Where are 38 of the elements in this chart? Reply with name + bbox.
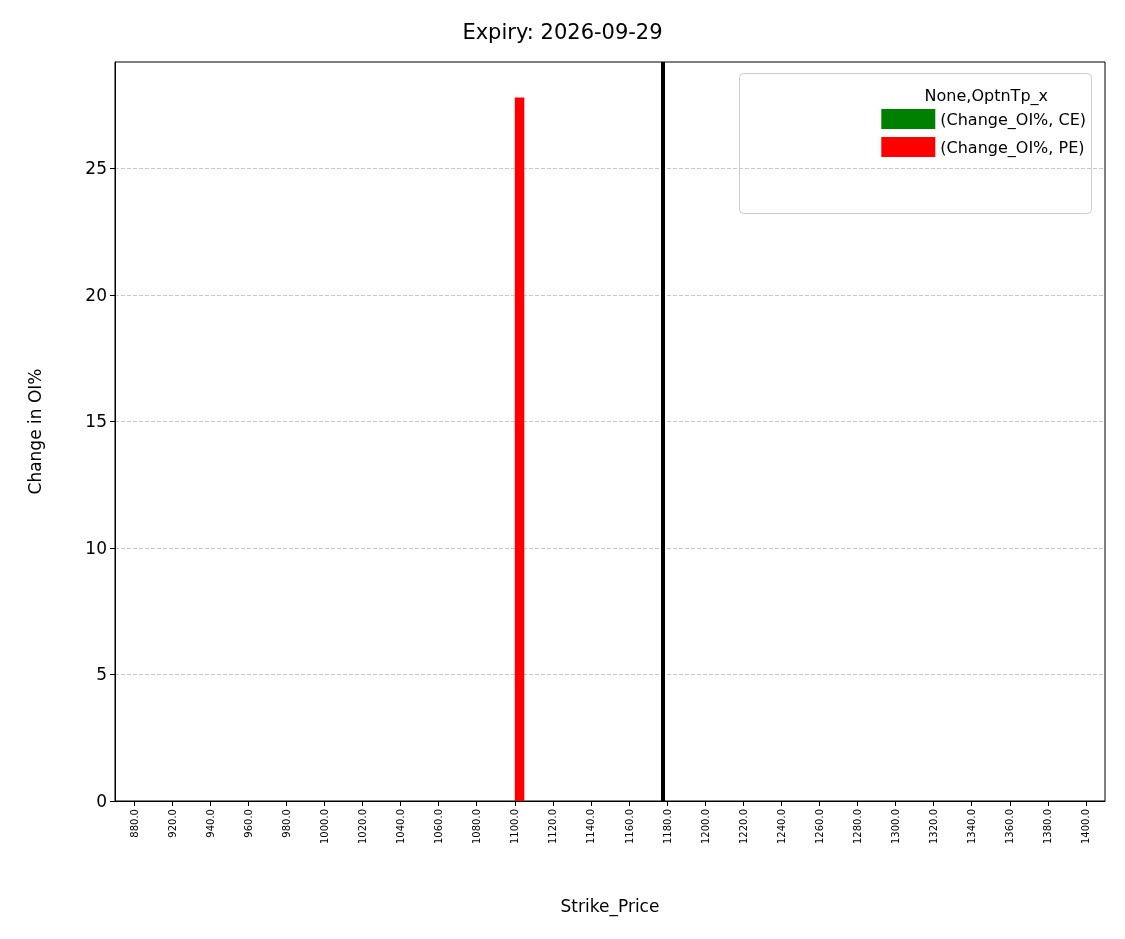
x-tick-label: 1300.0 <box>890 809 902 844</box>
x-tick-label: 1140.0 <box>585 809 597 844</box>
x-tick-label: 1280.0 <box>852 809 863 844</box>
legend-label: (Change_OI%, CE) <box>940 109 1087 130</box>
x-axis-title: Strike_Price <box>560 895 660 917</box>
x-tick-label: 1180.0 <box>661 809 673 844</box>
y-tick-label: 20 <box>85 284 107 305</box>
y-tick-label: 0 <box>96 791 107 811</box>
y-tick-label: 15 <box>85 411 107 432</box>
x-tick-label: 1080.0 <box>471 809 483 844</box>
x-tick-label: 1160.0 <box>623 809 635 844</box>
y-tick-label: 10 <box>85 537 107 558</box>
y-tick-label: 5 <box>96 664 107 685</box>
x-tick-label: 1320.0 <box>928 809 940 844</box>
x-tick-label: 1260.0 <box>813 809 825 844</box>
y-tick-label: 25 <box>85 158 107 179</box>
x-tick-label: 920.0 <box>166 809 178 838</box>
y-axis-title: Change in OI% <box>24 368 45 495</box>
x-tick-label: 1240.0 <box>775 809 787 844</box>
x-tick-label: 1040.0 <box>395 809 407 844</box>
x-tick-label: 880.0 <box>128 809 140 838</box>
x-tick-label: 1200.0 <box>699 809 711 844</box>
x-tick-label: 1380.0 <box>1042 809 1054 844</box>
x-tick-label: 1120.0 <box>547 809 559 844</box>
x-tick-label: 1020.0 <box>357 809 368 844</box>
x-tick-label: 1100.0 <box>509 809 521 844</box>
chart-title: Expiry: 2026-09-29 <box>462 19 663 44</box>
x-tick-label: 1220.0 <box>737 809 749 844</box>
x-tick-label: 1000.0 <box>318 809 330 844</box>
x-tick-label: 980.0 <box>280 809 292 838</box>
x-tick-label: 1340.0 <box>966 809 978 844</box>
x-tick-label: 1060.0 <box>433 809 445 844</box>
x-tick-label: 1400.0 <box>1080 809 1092 844</box>
x-tick-label: 960.0 <box>242 809 254 838</box>
x-tick-label: 940.0 <box>204 809 216 838</box>
legend-title: None,OptnTp_x <box>924 85 1048 106</box>
x-tick-label: 1360.0 <box>1004 809 1016 844</box>
legend-label: (Change_OI%, PE) <box>940 137 1085 158</box>
